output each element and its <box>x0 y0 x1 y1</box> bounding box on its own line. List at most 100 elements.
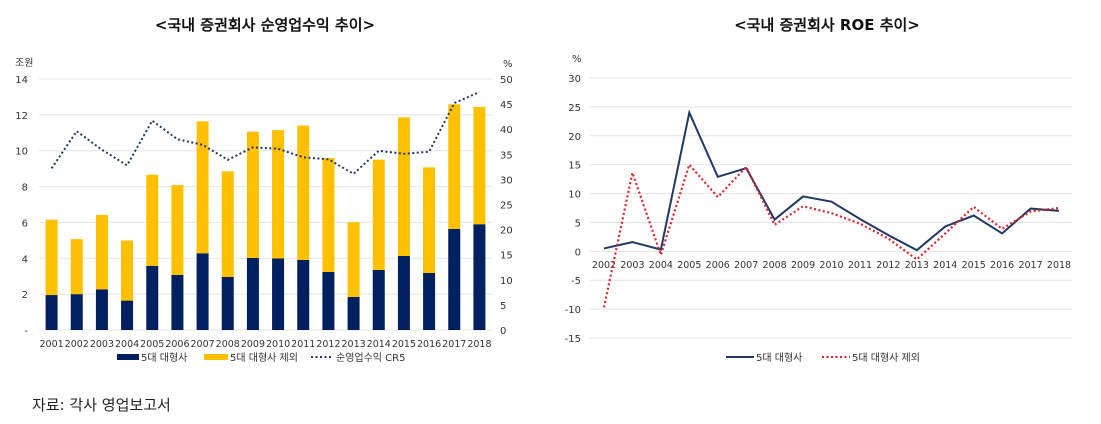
x-tick-label: 2008 <box>763 260 787 271</box>
legend-label: 5대 대형사 제외 <box>230 352 298 364</box>
bar-excl-5-major <box>448 104 461 229</box>
source-note: 자료: 각사 영업보고서 <box>32 396 171 414</box>
bar-5-major <box>372 269 385 330</box>
x-tick-label: 2001 <box>39 339 63 350</box>
y-tick-label: 0 <box>575 247 581 258</box>
x-tick-label: 2011 <box>291 339 315 350</box>
x-tick-label: 2013 <box>905 260 929 271</box>
bar-5-major <box>347 297 360 330</box>
y2-tick-label: 10 <box>500 276 513 287</box>
x-tick-label: 2016 <box>417 339 441 350</box>
y-tick-label: 8 <box>22 183 28 194</box>
bar-5-major <box>95 289 108 330</box>
x-tick-label: 2004 <box>649 260 673 271</box>
bar-5-major <box>397 255 410 330</box>
y2-tick-label: 40 <box>500 125 513 136</box>
bar-excl-5-major <box>70 239 83 295</box>
bar-5-major <box>423 272 436 330</box>
bar-excl-5-major <box>297 125 310 260</box>
bar-excl-5-major <box>322 158 335 272</box>
bar-5-major <box>322 271 335 330</box>
y-tick-label: 6 <box>22 218 28 229</box>
x-tick-label: 2010 <box>819 260 843 271</box>
legend-label: 5대 대형사 제외 <box>852 352 920 364</box>
legend-label: 5대 대형사 <box>141 352 187 364</box>
bar-5-major <box>272 258 285 330</box>
bar-excl-5-major <box>95 214 108 290</box>
y-tick-label: 20 <box>568 132 581 143</box>
x-tick-label: 2009 <box>791 260 815 271</box>
y2-tick-label: 30 <box>500 175 513 186</box>
chart-title: <국내 증권회사 ROE 추이> <box>734 16 920 34</box>
x-tick-label: 2007 <box>734 260 758 271</box>
roe-5-major-line <box>603 109 1060 252</box>
y-tick-label: 5 <box>575 218 581 229</box>
y-tick-label: 30 <box>568 74 581 85</box>
bar-5-major <box>448 228 461 330</box>
x-tick-label: 2014 <box>367 339 391 350</box>
bar-5-major <box>146 265 159 330</box>
bar-5-major <box>171 274 184 330</box>
y-tick-label: - <box>24 326 28 337</box>
y2-tick-label: 0 <box>500 326 506 337</box>
x-tick-label: 2003 <box>90 339 114 350</box>
x-tick-label: 2012 <box>316 339 340 350</box>
x-tick-label: 2010 <box>266 339 290 350</box>
x-tick-label: 2018 <box>1047 260 1071 271</box>
y2-tick-label: 5 <box>500 301 506 312</box>
chart-title: <국내 증권회사 순영업수익 추이> <box>155 16 375 34</box>
x-tick-label: 2002 <box>65 339 89 350</box>
bar-excl-5-major <box>171 185 184 275</box>
x-tick-label: 2005 <box>677 260 701 271</box>
y-tick-label: 2 <box>22 290 28 301</box>
y-axis-label: % <box>572 54 582 65</box>
bar-5-major <box>246 257 259 330</box>
y-tick-label: -15 <box>565 334 581 345</box>
x-tick-label: 2015 <box>962 260 986 271</box>
bar-5-major <box>45 295 58 330</box>
x-tick-label: 2008 <box>216 339 240 350</box>
y-tick-label: 15 <box>568 161 581 172</box>
y-tick-label: 10 <box>568 190 581 201</box>
x-tick-label: 2017 <box>442 339 466 350</box>
y-axis-label: 조원 <box>15 57 33 69</box>
y-tick-label: -5 <box>571 276 581 287</box>
x-tick-label: 2012 <box>876 260 900 271</box>
x-tick-label: 2003 <box>620 260 644 271</box>
x-tick-label: 2009 <box>241 339 265 350</box>
y-tick-label: 4 <box>22 254 28 265</box>
y2-tick-label: 25 <box>500 201 513 212</box>
y2-tick-label: 50 <box>500 75 513 86</box>
x-tick-label: 2007 <box>190 339 214 350</box>
bar-excl-5-major <box>121 240 134 301</box>
bar-excl-5-major <box>221 171 234 277</box>
bar-excl-5-major <box>246 131 259 258</box>
x-tick-label: 2006 <box>165 339 189 350</box>
y-tick-label: 10 <box>15 147 28 158</box>
bar-5-major <box>297 259 310 330</box>
x-tick-label: 2005 <box>140 339 164 350</box>
cr5-line <box>50 91 480 176</box>
y2-axis-label: % <box>503 59 513 70</box>
x-tick-label: 2015 <box>392 339 416 350</box>
bar-excl-5-major <box>272 130 285 259</box>
bar-excl-5-major <box>473 106 486 225</box>
bar-5-major <box>196 253 209 330</box>
bar-excl-5-major <box>45 219 58 296</box>
x-tick-label: 2011 <box>848 260 872 271</box>
y2-tick-label: 20 <box>500 226 513 237</box>
bar-5-major <box>121 300 134 330</box>
y2-tick-label: 35 <box>500 150 513 161</box>
x-tick-label: 2013 <box>341 339 365 350</box>
y-tick-label: 12 <box>15 111 28 122</box>
bar-excl-5-major <box>397 117 410 256</box>
bar-excl-5-major <box>372 159 385 270</box>
x-tick-label: 2004 <box>115 339 139 350</box>
x-tick-label: 2017 <box>1018 260 1042 271</box>
legend-label: 5대 대형사 <box>756 352 802 364</box>
bar-excl-5-major <box>347 222 360 298</box>
legend-swatch-excl <box>204 354 228 360</box>
y-tick-label: -10 <box>565 305 581 316</box>
